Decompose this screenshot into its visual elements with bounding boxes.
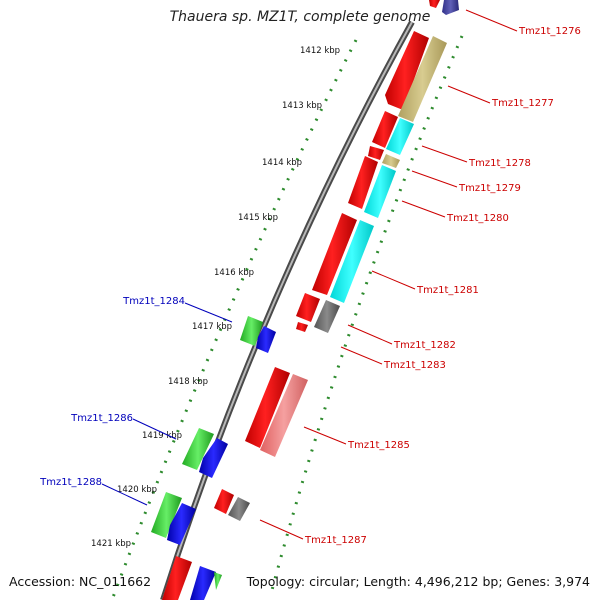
gene-label-Tmz1t_1282[interactable]: Tmz1t_1282: [393, 340, 456, 351]
gene-Tmz1t_1287[interactable]: [214, 489, 234, 514]
gene-leader-line: [347, 324, 393, 345]
kbp-tick-label: 1414 kbp: [262, 158, 302, 168]
gene-leader-line: [447, 85, 491, 104]
kbp-tick-label: 1412 kbp: [300, 46, 340, 56]
gene-Tmz1t_1286[interactable]: [199, 438, 228, 478]
gene-label-Tmz1t_1277[interactable]: Tmz1t_1277: [491, 98, 554, 109]
gene-feature[interactable]: [190, 566, 216, 600]
gene-Tmz1t_1285[interactable]: [245, 367, 290, 448]
gene-Tmz1t_1285[interactable]: [260, 374, 308, 457]
gene-Tmz1t_1278[interactable]: [372, 111, 398, 148]
gene-label-Tmz1t_1280[interactable]: Tmz1t_1280: [446, 213, 509, 224]
gene-label-Tmz1t_1278[interactable]: Tmz1t_1278: [468, 158, 531, 169]
inner-tick-track: [110, 39, 358, 600]
gene-label-Tmz1t_1279[interactable]: Tmz1t_1279: [458, 183, 521, 194]
accession-text: Accession: NC_011662: [9, 574, 152, 589]
kbp-tick-label: 1415 kbp: [238, 213, 278, 223]
gene-Tmz1t_1281[interactable]: [330, 220, 374, 303]
gene-leader-line: [101, 483, 148, 506]
topology-text: Topology: circular; Length: 4,496,212 bp…: [246, 574, 590, 589]
gene-feature[interactable]: [214, 572, 222, 590]
gene-leader-line: [184, 302, 233, 323]
gene-Tmz1t_1288[interactable]: [151, 492, 182, 538]
gene-leader-line: [259, 519, 304, 540]
gene-Tmz1t_1283[interactable]: [314, 300, 340, 333]
gene-leader-line: [303, 426, 347, 445]
gene-leader-line: [465, 9, 518, 32]
gene-Tmz1t_1282[interactable]: [296, 293, 320, 322]
gene-label-Tmz1t_1283[interactable]: Tmz1t_1283: [383, 360, 446, 371]
gene-leader-line: [401, 200, 446, 218]
kbp-tick-label: 1421 kbp: [91, 539, 131, 549]
gene-label-Tmz1t_1288[interactable]: Tmz1t_1288: [39, 477, 102, 488]
gene-Tmz1t_1280[interactable]: [348, 156, 378, 209]
gene-label-Tmz1t_1276[interactable]: Tmz1t_1276: [518, 26, 581, 37]
gene-Tmz1t_1287[interactable]: [228, 497, 250, 521]
gene-label-Tmz1t_1286[interactable]: Tmz1t_1286: [70, 413, 133, 424]
gene-Tmz1t_1279[interactable]: [368, 146, 384, 160]
gene-leader-line: [132, 418, 177, 440]
kbp-tick-label: 1420 kbp: [117, 485, 157, 495]
gene-Tmz1t_1279[interactable]: [382, 154, 400, 168]
gene-Tmz1t_1284[interactable]: [240, 316, 263, 346]
kbp-tick-label: 1418 kbp: [168, 377, 208, 387]
gene-feature[interactable]: [162, 556, 192, 600]
gene-label-Tmz1t_1287[interactable]: Tmz1t_1287: [304, 535, 367, 546]
gene-leader-line: [340, 346, 383, 365]
gene-leader-line: [421, 145, 468, 163]
gene-label-Tmz1t_1281[interactable]: Tmz1t_1281: [416, 285, 479, 296]
gene-Tmz1t_1277[interactable]: [398, 36, 447, 122]
kbp-tick-label: 1417 kbp: [192, 322, 232, 332]
gene-Tmz1t_1286[interactable]: [182, 428, 214, 470]
gene-leader-line: [371, 270, 416, 290]
gene-Tmz1t_1288[interactable]: [167, 503, 196, 545]
gene-Tmz1t_1276[interactable]: [429, 0, 440, 8]
gene-Tmz1t_1278[interactable]: [386, 118, 414, 155]
gene-leader-line: [411, 170, 458, 188]
gene-Tmz1t_1281[interactable]: [312, 213, 357, 295]
gene-Tmz1t_1276[interactable]: [442, 0, 459, 15]
gene-label-Tmz1t_1284[interactable]: Tmz1t_1284: [122, 296, 185, 307]
kbp-tick-label: 1413 kbp: [282, 101, 322, 111]
gene-Tmz1t_1277[interactable]: [385, 31, 429, 110]
kbp-tick-label: 1419 kbp: [142, 431, 182, 441]
gene-Tmz1t_1280[interactable]: [364, 165, 396, 218]
genome-title: Thauera sp. MZ1T, complete genome: [169, 9, 431, 25]
kbp-tick-label: 1416 kbp: [214, 268, 254, 278]
gene-Tmz1t_1282[interactable]: [296, 322, 308, 332]
gene-label-Tmz1t_1285[interactable]: Tmz1t_1285: [347, 440, 410, 451]
gene-Tmz1t_1284[interactable]: [256, 326, 276, 353]
